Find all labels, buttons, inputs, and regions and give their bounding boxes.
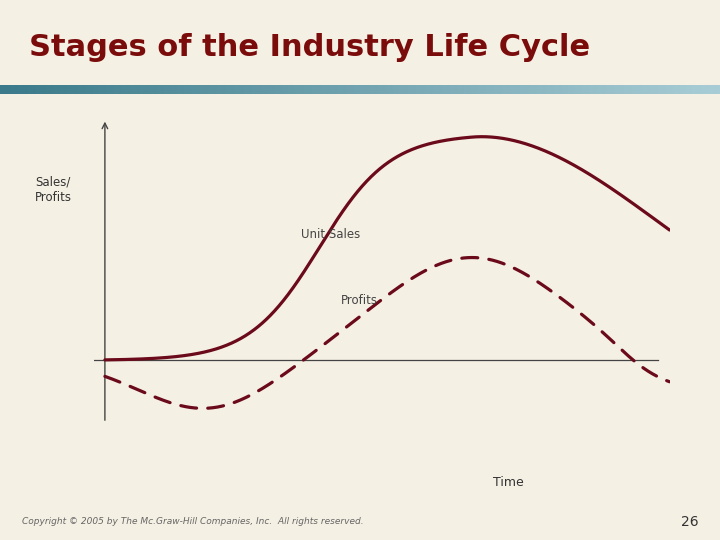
Text: Time: Time [493,476,523,489]
Text: Copyright © 2005 by The Mc.Graw-Hill Companies, Inc.  All rights reserved.: Copyright © 2005 by The Mc.Graw-Hill Com… [22,517,363,526]
Text: Unit Sales: Unit Sales [301,228,360,241]
Text: 26: 26 [681,515,698,529]
Text: Stages of the Industry Life Cycle: Stages of the Industry Life Cycle [29,33,590,62]
Text: Sales/
Profits: Sales/ Profits [35,175,72,204]
Text: Profits: Profits [341,294,378,307]
